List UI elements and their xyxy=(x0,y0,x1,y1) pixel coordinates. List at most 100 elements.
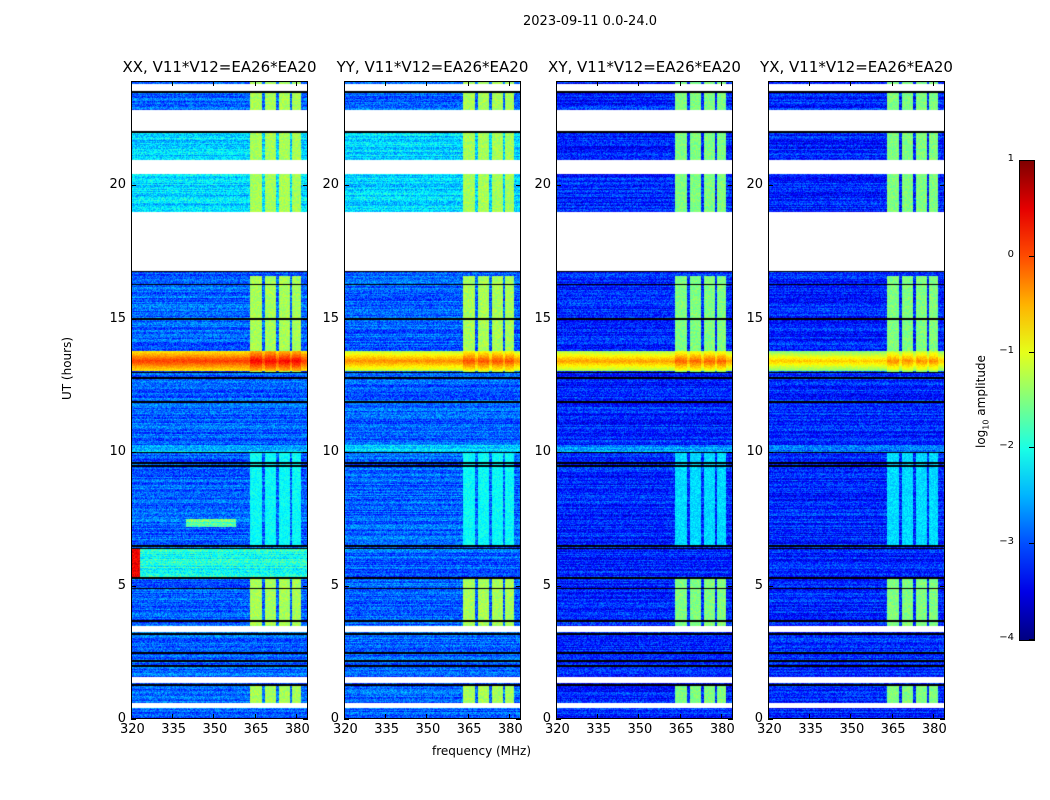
colorbar xyxy=(1019,160,1035,641)
y-tick-mark xyxy=(344,318,349,320)
y-tick-label: 15 xyxy=(322,310,339,326)
x-tick-mark xyxy=(344,81,345,86)
y-tick-mark xyxy=(556,185,561,187)
y-tick-label: 15 xyxy=(746,310,763,326)
y-tick-label: 5 xyxy=(330,577,339,593)
y-tick-mark xyxy=(303,318,308,320)
y-tick-mark xyxy=(344,585,349,587)
y-tick-label: 0 xyxy=(117,711,126,726)
y-tick-label: 20 xyxy=(322,177,339,193)
y-tick-label: 10 xyxy=(534,444,551,460)
x-tick-mark xyxy=(850,714,852,719)
x-tick-label: 365 xyxy=(243,722,269,737)
x-tick-mark xyxy=(768,714,769,719)
y-tick-label: 0 xyxy=(542,711,551,726)
x-tick-mark xyxy=(638,81,640,86)
x-tick-mark xyxy=(426,81,428,86)
y-tick-mark xyxy=(768,452,773,454)
y-tick-mark xyxy=(768,185,773,187)
y-tick-mark xyxy=(728,318,733,320)
x-tick-mark xyxy=(932,81,934,86)
colorbar-tick-mark xyxy=(1029,160,1034,161)
x-tick-mark xyxy=(508,714,510,719)
colorbar-tick-mark xyxy=(1029,351,1034,353)
heatmap-image xyxy=(556,81,733,719)
x-tick-mark xyxy=(344,714,345,719)
y-tick-mark xyxy=(131,185,136,187)
heatmap-image xyxy=(131,81,308,719)
x-tick-mark xyxy=(295,714,297,719)
y-tick-mark xyxy=(516,318,521,320)
y-tick-mark xyxy=(131,318,136,320)
y-tick-mark xyxy=(940,452,945,454)
x-tick-mark xyxy=(809,714,811,719)
colorbar-tick-label: −4 xyxy=(999,632,1014,643)
x-tick-label: 335 xyxy=(798,722,824,737)
y-tick-label: 10 xyxy=(746,444,763,460)
y-tick-mark xyxy=(940,719,945,720)
y-tick-mark xyxy=(556,585,561,587)
y-axis-label: UT (hours) xyxy=(60,336,74,400)
y-tick-mark xyxy=(728,452,733,454)
colorbar-tick-mark xyxy=(1029,447,1034,449)
colorbar-tick-label: −1 xyxy=(999,344,1014,356)
y-tick-mark xyxy=(768,585,773,587)
x-tick-mark xyxy=(638,714,640,719)
x-tick-mark xyxy=(597,81,599,86)
y-tick-mark xyxy=(768,719,773,720)
x-tick-mark xyxy=(426,714,428,719)
y-tick-mark xyxy=(131,585,136,587)
x-tick-mark xyxy=(254,714,256,719)
y-tick-label: 5 xyxy=(754,577,763,593)
y-tick-mark xyxy=(728,719,733,720)
x-tick-label: 335 xyxy=(586,722,612,737)
x-tick-mark xyxy=(131,714,132,719)
y-tick-mark xyxy=(516,585,521,587)
panel-title: XX, V11*V12=EA26*EA20 xyxy=(122,58,317,76)
y-tick-label: 20 xyxy=(534,177,551,193)
y-tick-mark xyxy=(940,585,945,587)
x-tick-mark xyxy=(932,714,934,719)
x-tick-mark xyxy=(213,81,215,86)
y-tick-mark xyxy=(728,585,733,587)
colorbar-tick-label: 0 xyxy=(1007,248,1014,260)
panel-title: YX, V11*V12=EA26*EA20 xyxy=(760,58,953,76)
y-tick-mark xyxy=(344,452,349,454)
y-tick-mark xyxy=(556,318,561,320)
y-tick-mark xyxy=(131,719,136,720)
y-tick-mark xyxy=(131,452,136,454)
y-tick-label: 10 xyxy=(322,444,339,460)
y-tick-mark xyxy=(768,318,773,320)
x-tick-mark xyxy=(556,81,557,86)
y-tick-mark xyxy=(344,185,349,187)
x-tick-mark xyxy=(556,714,557,719)
y-tick-mark xyxy=(303,452,308,454)
waterfall-panel-2: YY, V11*V12=EA26*EA20 xyxy=(337,58,528,719)
x-tick-mark xyxy=(385,81,387,86)
y-tick-mark xyxy=(303,719,308,720)
x-tick-label: 380 xyxy=(709,722,735,737)
y-tick-label: 5 xyxy=(117,577,126,593)
y-tick-label: 15 xyxy=(534,310,551,326)
heatmap-image xyxy=(344,81,521,719)
x-tick-mark xyxy=(131,81,132,86)
x-tick-label: 350 xyxy=(202,722,228,737)
colorbar-tick-mark xyxy=(1029,543,1034,545)
x-tick-label: 380 xyxy=(921,722,947,737)
x-tick-mark xyxy=(467,81,469,86)
x-tick-label: 350 xyxy=(415,722,441,737)
heatmap-image xyxy=(768,81,945,719)
x-tick-label: 365 xyxy=(668,722,694,737)
x-tick-mark xyxy=(891,81,893,86)
x-tick-mark xyxy=(768,81,769,86)
y-tick-mark xyxy=(556,719,561,720)
waterfall-panel-4: YX, V11*V12=EA26*EA20 xyxy=(760,58,953,719)
waterfall-panel-3: XY, V11*V12=EA26*EA20 xyxy=(548,58,741,719)
y-tick-mark xyxy=(940,318,945,320)
y-tick-label: 20 xyxy=(109,177,126,193)
y-tick-mark xyxy=(940,185,945,187)
x-tick-label: 320 xyxy=(757,722,782,737)
y-tick-mark xyxy=(516,452,521,454)
x-tick-label: 320 xyxy=(120,722,145,737)
